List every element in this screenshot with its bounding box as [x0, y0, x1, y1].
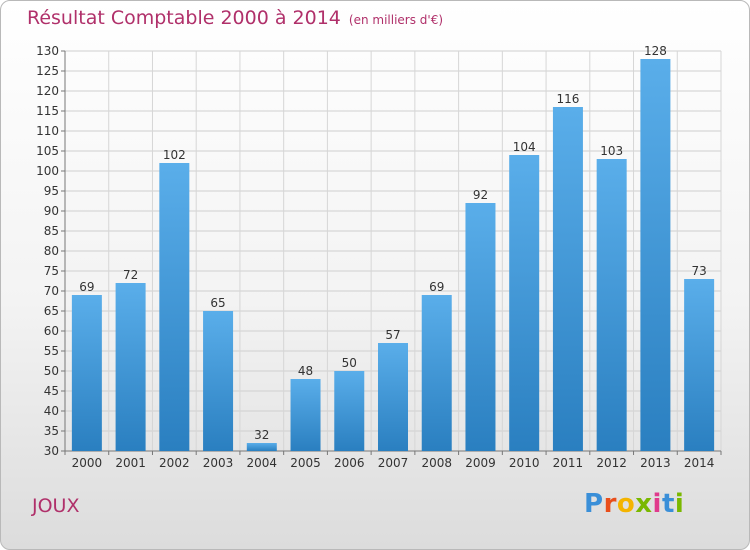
x-tick-label: 2000	[72, 456, 103, 470]
value-label: 72	[123, 268, 138, 282]
bar-2005	[290, 379, 321, 451]
x-tick-label: 2009	[465, 456, 496, 470]
value-label: 32	[254, 428, 269, 442]
bar-2001	[115, 283, 146, 451]
x-tick-label: 2011	[553, 456, 584, 470]
value-label: 128	[644, 44, 667, 58]
x-tick-label: 2008	[421, 456, 452, 470]
x-tick-label: 2006	[334, 456, 365, 470]
logo-letter: x	[635, 489, 653, 519]
bar-2014	[684, 279, 715, 451]
y-tick-label: 50	[44, 364, 59, 378]
x-tick-label: 2002	[159, 456, 190, 470]
value-label: 65	[210, 296, 225, 310]
y-tick-label: 85	[44, 224, 59, 238]
x-tick-label: 2014	[684, 456, 715, 470]
value-label: 104	[513, 140, 536, 154]
city-name: JOUX	[32, 495, 80, 517]
value-label: 92	[473, 188, 488, 202]
y-tick-label: 45	[44, 384, 59, 398]
value-label: 69	[79, 280, 94, 294]
proxiti-logo: Proxiti	[584, 489, 684, 519]
labels: 30 35 40 45 50 55 60 65 70 75 80 85 90 95 100 105 110 115…	[36, 44, 714, 470]
y-tick-label: 115	[36, 104, 59, 118]
bar-2003	[203, 311, 234, 451]
y-tick-label: 55	[44, 344, 59, 358]
y-tick-label: 110	[36, 124, 59, 138]
value-label: 48	[298, 364, 313, 378]
bar-2009	[465, 203, 496, 451]
bar-2008	[421, 295, 452, 451]
y-tick-label: 60	[44, 324, 59, 338]
title-text: Résultat Comptable 2000 à 2014	[27, 7, 341, 29]
x-tick-label: 2012	[596, 456, 627, 470]
x-tick-label: 2003	[203, 456, 234, 470]
x-tick-label: 2007	[378, 456, 409, 470]
y-tick-label: 120	[36, 84, 59, 98]
logo-letter: i	[652, 489, 662, 519]
bars	[71, 59, 715, 451]
x-tick-label: 2005	[290, 456, 321, 470]
y-tick-label: 80	[44, 244, 59, 258]
y-tick-label: 90	[44, 204, 59, 218]
y-tick-label: 100	[36, 164, 59, 178]
bar-2002	[159, 163, 190, 451]
y-tick-label: 70	[44, 284, 59, 298]
bar-2012	[596, 159, 627, 451]
value-label: 73	[691, 264, 706, 278]
bar-2007	[378, 343, 408, 451]
y-tick-label: 30	[44, 444, 59, 458]
value-label: 57	[385, 328, 400, 342]
logo-letter: r	[603, 489, 617, 519]
y-tick-label: 40	[44, 404, 59, 418]
y-tick-label: 95	[44, 184, 59, 198]
y-tick-label: 35	[44, 424, 59, 438]
bar-2010	[509, 155, 540, 451]
bar-2011	[552, 107, 583, 451]
bar-2006	[334, 371, 365, 451]
value-label: 102	[163, 148, 186, 162]
x-tick-label: 2010	[509, 456, 540, 470]
value-label: 69	[429, 280, 444, 294]
y-tick-label: 75	[44, 264, 59, 278]
bar-2000	[71, 295, 102, 451]
title-unit: (en milliers d'€)	[348, 13, 444, 27]
value-label: 103	[600, 144, 623, 158]
value-label: 116	[556, 92, 579, 106]
bar-2004	[246, 443, 277, 451]
y-tick-label: 65	[44, 304, 59, 318]
logo-letter: t	[661, 489, 675, 519]
y-tick-label: 105	[36, 144, 59, 158]
bar-2013	[640, 59, 671, 451]
x-tick-label: 2001	[115, 456, 146, 470]
x-tick-label: 2004	[247, 456, 278, 470]
x-tick-label: 2013	[640, 456, 671, 470]
logo-letter: i	[674, 489, 685, 519]
y-tick-label: 130	[36, 44, 59, 58]
chart-title: Résultat Comptable 2000 à 2014 (en millie…	[27, 7, 443, 29]
logo-letter: P	[584, 489, 604, 519]
y-tick-label: 125	[36, 64, 59, 78]
logo-letter: o	[616, 489, 636, 519]
value-label: 50	[342, 356, 357, 370]
